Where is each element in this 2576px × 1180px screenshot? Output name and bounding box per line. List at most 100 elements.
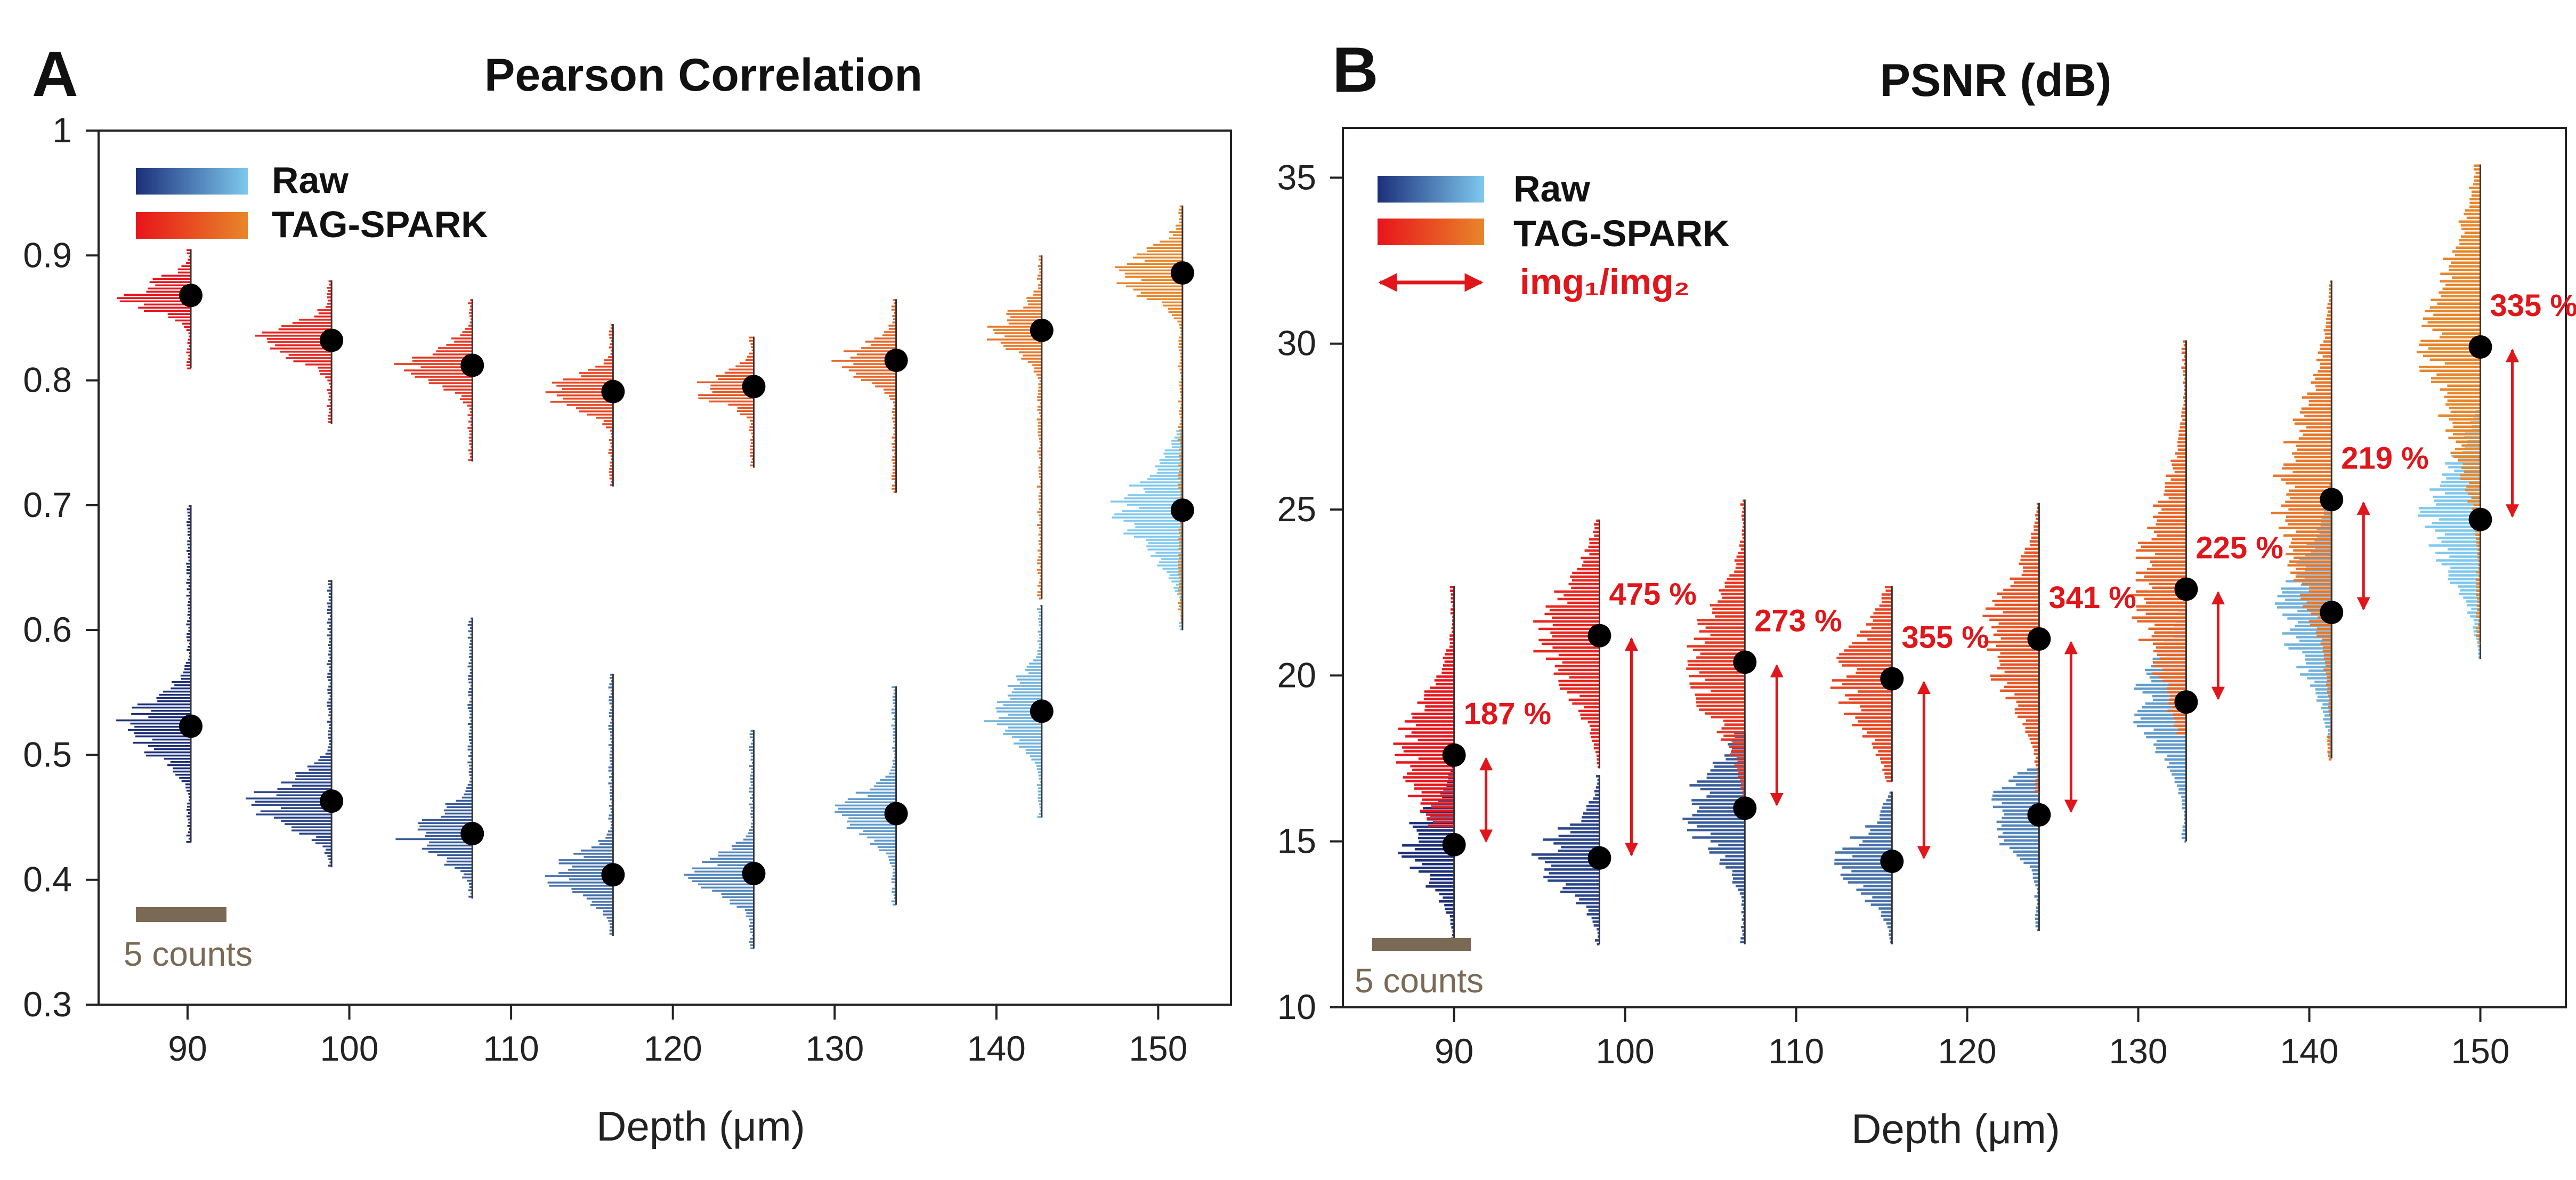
histogram-bar: [1030, 755, 1042, 757]
histogram-bar: [609, 814, 613, 817]
histogram-bar: [451, 337, 473, 340]
histogram-bar: [1587, 721, 1600, 724]
histogram-bar: [2449, 407, 2481, 409]
histogram-bar: [698, 394, 754, 397]
histogram-bar: [855, 791, 896, 794]
histogram-bar: [1039, 454, 1042, 456]
histogram-bar: [2465, 209, 2481, 212]
histogram-bar: [609, 702, 613, 705]
histogram-bar: [2026, 719, 2039, 722]
mean-marker: [884, 349, 908, 373]
histogram-bar: [892, 686, 896, 689]
histogram-bar: [2281, 504, 2332, 507]
histogram-bar: [2017, 772, 2039, 775]
histogram-bar: [1999, 659, 2039, 662]
histogram-bar: [1036, 656, 1042, 658]
histogram-bar: [749, 787, 754, 790]
histogram-bar: [1706, 777, 1745, 779]
histogram-bar: [186, 789, 191, 792]
histogram-bar: [2450, 581, 2481, 584]
histogram-bar: [874, 839, 896, 842]
histogram-bar: [610, 693, 613, 695]
histogram-bar: [188, 645, 191, 648]
histogram-bar: [2448, 570, 2481, 573]
histogram-bar: [608, 686, 613, 689]
histogram-bar: [894, 481, 896, 483]
histogram-bar: [2034, 895, 2039, 898]
histogram-bar: [2322, 639, 2332, 641]
histogram-bar: [1127, 529, 1182, 531]
histogram-bar: [1441, 672, 1454, 674]
histogram-bar: [1180, 599, 1182, 601]
histogram-bar: [186, 834, 191, 837]
histogram-bar: [1036, 784, 1042, 786]
histogram-bar: [2274, 602, 2332, 605]
histogram-bar: [2445, 462, 2481, 465]
histogram-bar: [1689, 675, 1745, 677]
histogram-bar: [2301, 407, 2332, 410]
histogram-bar: [2463, 596, 2481, 599]
histogram-bar: [1176, 224, 1182, 227]
histogram-bar: [2284, 643, 2332, 646]
histogram-bar: [1589, 724, 1600, 728]
histogram-bar: [893, 401, 896, 403]
histogram-bar: [1038, 618, 1042, 620]
histogram-bar: [2146, 736, 2186, 739]
histogram-bar: [608, 782, 613, 785]
histogram-bar: [870, 344, 896, 346]
histogram-bar: [1178, 567, 1182, 569]
histogram-bar: [1732, 877, 1745, 880]
histogram-bar: [1554, 590, 1600, 593]
histogram-bar: [1179, 544, 1182, 547]
histogram-bar: [1872, 742, 1892, 745]
histogram-bar: [1124, 272, 1182, 275]
histogram-bar: [732, 848, 754, 851]
histogram-bar: [1424, 694, 1454, 697]
histogram-bar: [288, 354, 332, 356]
histogram-bar: [2152, 564, 2186, 567]
histogram-bar: [894, 743, 896, 746]
histogram-bar: [1155, 552, 1182, 554]
histogram-bar: [1873, 746, 1892, 749]
histogram-bar: [455, 867, 473, 869]
histogram-bar: [1430, 878, 1454, 880]
histogram-bar: [610, 760, 613, 762]
mean-markers-a: [179, 261, 1194, 887]
x-axis-label-b: Depth (μm): [1851, 1105, 2060, 1152]
histogram-bar: [468, 656, 473, 658]
histogram-bar: [709, 400, 754, 403]
y-tick-label: 30: [1277, 324, 1316, 363]
histogram-bar: [2035, 764, 2039, 767]
histogram-bar: [987, 326, 1042, 328]
histogram-bar: [1000, 342, 1042, 344]
histogram-bar: [329, 631, 332, 633]
histogram-bar: [587, 414, 613, 416]
histogram-bar: [468, 459, 473, 461]
histogram-bar: [1168, 311, 1182, 313]
histogram-bar: [2435, 529, 2481, 532]
histogram-bar: [2449, 269, 2481, 271]
histogram-bar: [1856, 672, 1892, 674]
histogram-bar: [2323, 657, 2332, 660]
histogram-bar: [2008, 779, 2039, 782]
histogram-bar: [187, 252, 191, 255]
panel-letter-a: A: [32, 38, 78, 110]
histogram-bar: [1449, 586, 1454, 588]
histogram-bar: [1018, 746, 1042, 748]
histogram-bar: [875, 385, 896, 387]
histogram-bar: [2273, 474, 2332, 477]
histogram-bar: [328, 418, 332, 420]
histogram-bar: [445, 812, 473, 815]
histogram-bar: [2326, 325, 2332, 328]
histogram-bar: [2429, 306, 2481, 309]
histogram-bar: [445, 803, 473, 805]
histogram-bar: [1741, 911, 1745, 914]
histogram-bar: [461, 796, 473, 799]
histogram-bar: [1880, 757, 1892, 760]
histogram-bar: [749, 426, 754, 429]
histogram-bar: [1419, 840, 1454, 843]
histogram-bar: [1034, 762, 1042, 764]
histogram-bar: [576, 407, 613, 409]
histogram-bar: [1157, 468, 1182, 471]
histogram-bar: [1417, 739, 1454, 741]
